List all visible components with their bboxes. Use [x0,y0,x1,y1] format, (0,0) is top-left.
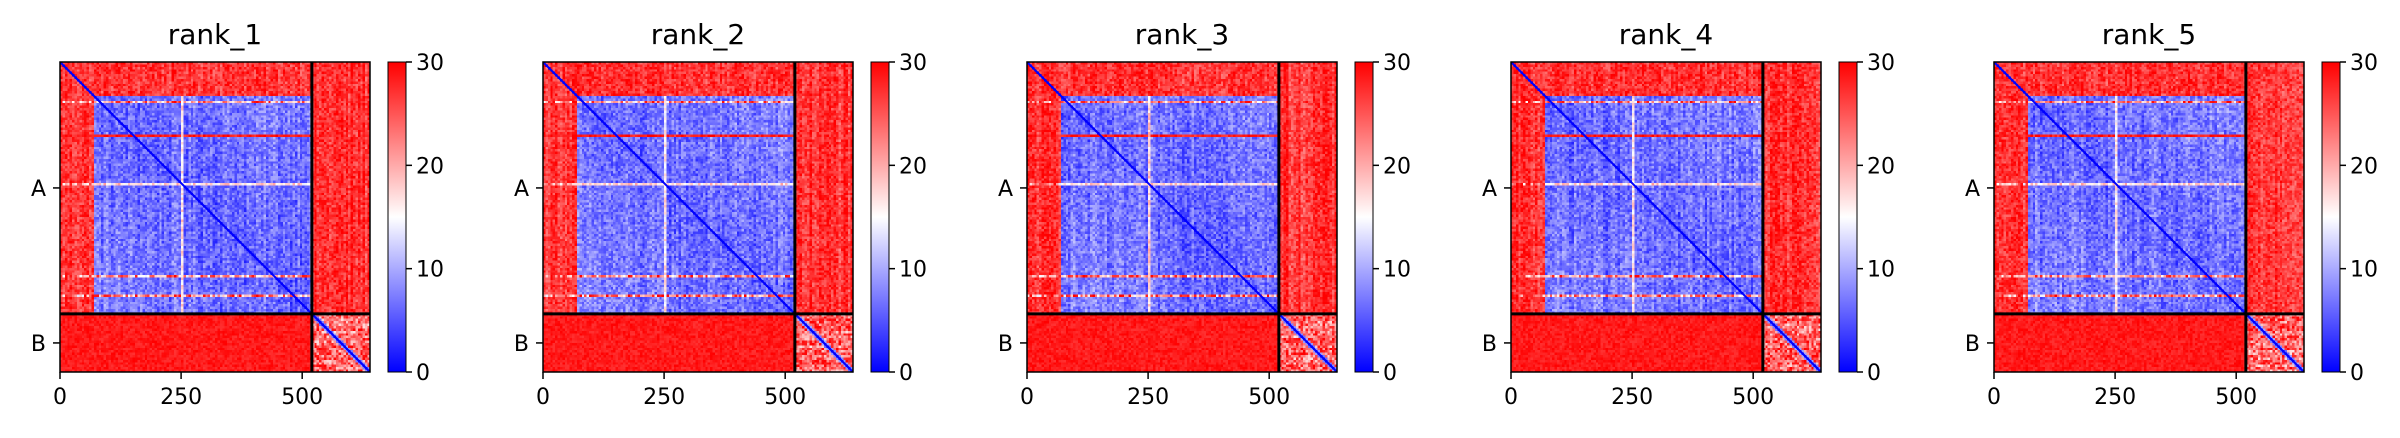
diagonal-line [1993,61,2305,373]
plot-frame [59,61,371,373]
colorbar [2321,61,2341,373]
diagonal-line [542,61,854,373]
plot-frame [1026,61,1338,373]
colorbar-tick-label-30: 30 [899,51,927,76]
colorbar-tick-label-20: 20 [899,154,927,179]
xtick-label-0: 0 [1987,385,2001,410]
panel-title: rank_5 [2102,18,2196,51]
xtick-label-250: 250 [643,385,685,410]
xtick-label-500: 500 [1732,385,1774,410]
xtick-label-500: 500 [764,385,806,410]
colorbar-tick-label-20: 20 [2350,154,2378,179]
colorbar-tick-label-30: 30 [416,51,444,76]
xtick-label-0: 0 [53,385,67,410]
colorbar-tick-label-10: 10 [1383,258,1411,283]
colorbar [1838,61,1858,373]
xtick-label-250: 250 [2094,385,2136,410]
ytick-label-A: A [31,177,46,202]
xtick-label-500: 500 [281,385,323,410]
xtick-label-500: 500 [2215,385,2257,410]
colorbar-tick-label-30: 30 [1383,51,1411,76]
xtick-label-250: 250 [1127,385,1169,410]
ytick-label-A: A [1482,177,1497,202]
colorbar-tick-label-0: 0 [899,361,913,386]
colorbar-tick-label-0: 0 [1867,361,1881,386]
diagonal-line [59,61,371,373]
panel-rank_3: rank_3 A B 0 250 500 0 10 20 30 [998,18,1411,410]
ytick-label-B: B [998,332,1013,357]
panel-title: rank_1 [168,18,262,51]
panel-title: rank_3 [1135,18,1229,51]
colorbar-tick-label-20: 20 [1867,154,1895,179]
panel-rank_1: rank_1 A B 0 250 500 0 10 20 30 [31,18,444,410]
xtick-label-500: 500 [1248,385,1290,410]
ytick-label-B: B [514,332,529,357]
diagonal-line [1026,61,1338,373]
panel-rank_5: rank_5 A B 0 250 500 0 10 20 30 [1965,18,2378,410]
plot-frame [1510,61,1822,373]
panel-title: rank_2 [651,18,745,51]
plot-frame [1993,61,2305,373]
colorbar [870,61,890,373]
colorbar-tick-label-20: 20 [1383,154,1411,179]
colorbar-tick-label-30: 30 [2350,51,2378,76]
xtick-label-250: 250 [1611,385,1653,410]
diagonal-line [1510,61,1822,373]
colorbar [1354,61,1374,373]
plot-frame [542,61,854,373]
colorbar-tick-label-10: 10 [2350,258,2378,283]
panel-rank_4: rank_4 A B 0 250 500 0 10 20 30 [1482,18,1895,410]
ytick-label-A: A [514,177,529,202]
ytick-label-B: B [1965,332,1980,357]
ytick-label-A: A [1965,177,1980,202]
ytick-label-A: A [998,177,1013,202]
colorbar-tick-label-30: 30 [1867,51,1895,76]
panel-title: rank_4 [1619,18,1713,51]
panel-rank_2: rank_2 A B 0 250 500 0 10 20 30 [514,18,927,410]
colorbar-tick-label-20: 20 [416,154,444,179]
colorbar [387,61,407,373]
xtick-label-0: 0 [536,385,550,410]
xtick-label-250: 250 [160,385,202,410]
colorbar-tick-label-0: 0 [1383,361,1397,386]
ytick-label-B: B [31,332,46,357]
xtick-label-0: 0 [1504,385,1518,410]
colorbar-tick-label-10: 10 [899,258,927,283]
colorbar-tick-label-0: 0 [416,361,430,386]
colorbar-tick-label-10: 10 [1867,258,1895,283]
colorbar-tick-label-0: 0 [2350,361,2364,386]
ytick-label-B: B [1482,332,1497,357]
colorbar-tick-label-10: 10 [416,258,444,283]
xtick-label-0: 0 [1020,385,1034,410]
